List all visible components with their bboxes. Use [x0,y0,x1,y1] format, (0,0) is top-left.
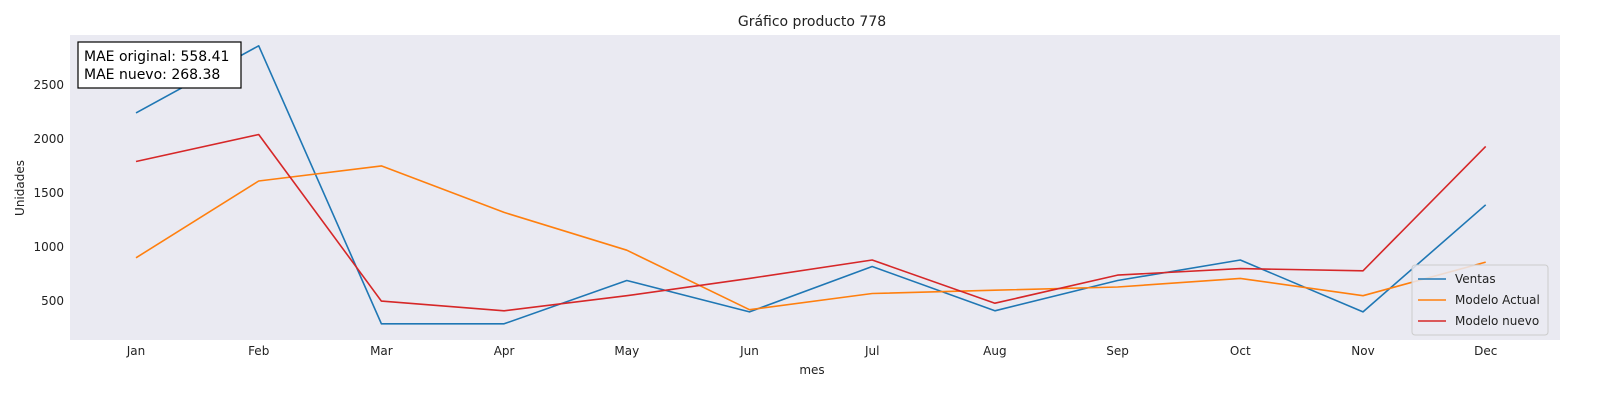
x-tick-label: Jan [126,344,146,358]
legend-label: Ventas [1455,272,1496,286]
y-tick-label: 500 [41,294,64,308]
x-tick-label: Feb [248,344,269,358]
legend: Ventas Modelo Actual Modelo nuevo [1411,264,1549,336]
legend-label: Modelo Actual [1455,293,1540,307]
series-line-modelo-nuevo [135,133,1487,312]
y-axis-label: Unidades [13,160,27,216]
x-tick-label: Sep [1106,344,1129,358]
x-axis-ticks: Jan Feb Mar Apr May Jun Jul Aug Sep Oct Nov Dec [126,344,1498,358]
plot-area [70,35,1560,340]
y-tick-label: 2000 [33,132,64,146]
y-tick-label: 1500 [33,186,64,200]
x-tick-label: Dec [1474,344,1497,358]
x-tick-label: Mar [370,344,393,358]
series-line-modelo-actual [135,165,1486,311]
chart-title: Gráfico producto 778 [738,14,886,30]
x-axis-label: mes [799,363,824,377]
legend-label: Modelo nuevo [1455,314,1539,328]
annotation-mae-original: MAE original: 558.41 [84,49,229,65]
x-tick-label: Nov [1351,344,1374,358]
x-tick-label: May [614,344,639,358]
legend-frame [1411,264,1549,336]
x-tick-label: Oct [1230,344,1251,358]
mae-annotation-box: MAE original: 558.41 MAE nuevo: 268.38 [77,41,242,89]
y-tick-label: 1000 [33,240,64,254]
series-lines [135,44,1487,325]
annotation-mae-nuevo: MAE nuevo: 268.38 [84,67,220,83]
y-axis-ticks: 500 1000 1500 2000 2500 [33,78,64,308]
x-tick-label: Jun [739,344,759,358]
x-tick-label: Aug [983,344,1006,358]
y-tick-label: 2500 [33,78,64,92]
x-tick-label: Jul [864,344,879,358]
annotation-frame [77,41,242,89]
x-tick-label: Apr [494,344,515,358]
